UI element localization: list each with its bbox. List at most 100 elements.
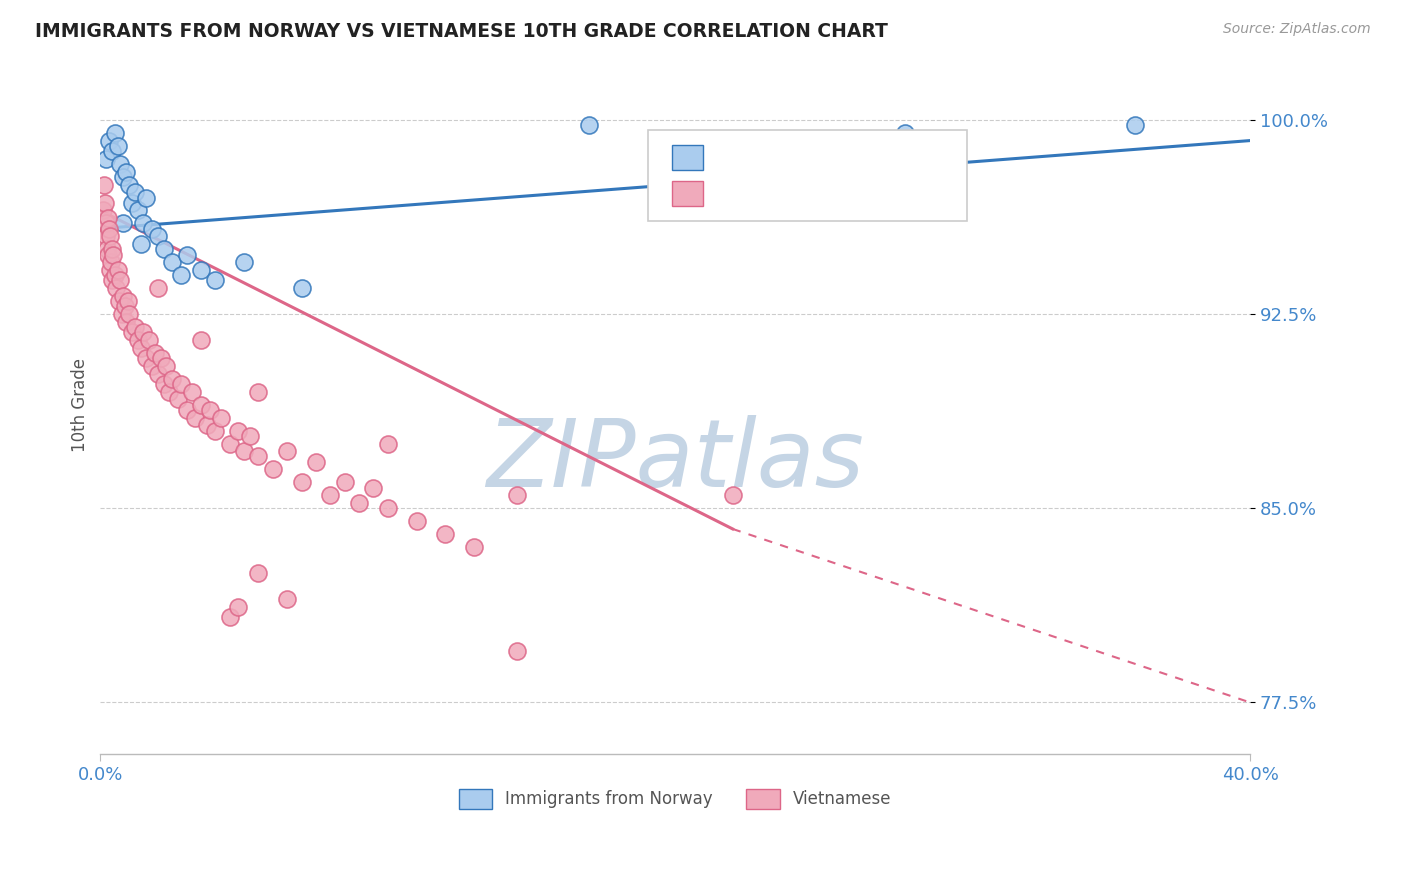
Point <box>405 514 427 528</box>
Point <box>146 229 169 244</box>
Point <box>181 384 204 399</box>
Point <box>97 247 120 261</box>
Point <box>233 255 256 269</box>
Point <box>157 384 180 399</box>
Point <box>721 488 744 502</box>
Point <box>247 566 270 580</box>
Point <box>290 281 312 295</box>
Point <box>110 273 132 287</box>
Point <box>226 424 249 438</box>
Point <box>101 144 124 158</box>
Point <box>100 229 122 244</box>
Point <box>184 410 207 425</box>
Point <box>190 263 212 277</box>
Point <box>124 186 146 200</box>
Point <box>204 273 226 287</box>
Point <box>290 475 312 490</box>
Text: ZIPatlas: ZIPatlas <box>486 415 865 506</box>
Point <box>262 462 284 476</box>
Point <box>319 488 342 502</box>
Point <box>112 289 135 303</box>
Point <box>98 134 121 148</box>
Point <box>101 273 124 287</box>
Point <box>114 299 136 313</box>
Point <box>170 376 193 391</box>
Point <box>218 436 240 450</box>
Point <box>167 392 190 407</box>
Point <box>463 540 485 554</box>
Point <box>94 229 117 244</box>
Point <box>333 475 356 490</box>
Point <box>239 429 262 443</box>
Point <box>129 237 152 252</box>
Point <box>93 178 115 192</box>
Point <box>124 320 146 334</box>
Point <box>146 281 169 295</box>
Point <box>198 402 221 417</box>
Point <box>91 203 114 218</box>
Point <box>121 325 143 339</box>
Point <box>434 527 457 541</box>
Point <box>98 221 121 235</box>
Point <box>101 243 124 257</box>
Legend: Immigrants from Norway, Vietnamese: Immigrants from Norway, Vietnamese <box>453 782 898 816</box>
Point <box>176 402 198 417</box>
Point <box>347 496 370 510</box>
Point <box>160 255 183 269</box>
Point <box>176 247 198 261</box>
Point <box>107 263 129 277</box>
Text: Source: ZipAtlas.com: Source: ZipAtlas.com <box>1223 22 1371 37</box>
Point <box>190 398 212 412</box>
Point <box>104 126 127 140</box>
Point <box>149 351 172 365</box>
Point <box>506 643 529 657</box>
Point <box>100 255 122 269</box>
Point <box>107 138 129 153</box>
Point <box>111 307 134 321</box>
Point <box>218 610 240 624</box>
Point <box>233 444 256 458</box>
Point <box>115 315 138 329</box>
Point <box>155 359 177 373</box>
Point <box>121 195 143 210</box>
Point <box>129 341 152 355</box>
Point <box>104 268 127 283</box>
Point <box>363 481 385 495</box>
Point <box>105 281 128 295</box>
Point <box>160 372 183 386</box>
Point <box>578 118 600 132</box>
Point <box>894 126 917 140</box>
Point <box>247 450 270 464</box>
Point <box>305 455 328 469</box>
Point <box>112 169 135 184</box>
Point <box>190 333 212 347</box>
Point <box>93 195 115 210</box>
Point <box>152 243 174 257</box>
Text: R = 0.442   N = 29: R = 0.442 N = 29 <box>717 149 875 167</box>
Point <box>117 294 139 309</box>
Point <box>96 211 118 226</box>
Point <box>226 599 249 614</box>
Point <box>276 444 298 458</box>
Text: IMMIGRANTS FROM NORWAY VS VIETNAMESE 10TH GRADE CORRELATION CHART: IMMIGRANTS FROM NORWAY VS VIETNAMESE 10T… <box>35 22 889 41</box>
Point <box>152 376 174 391</box>
Point <box>506 488 529 502</box>
Point <box>132 216 155 230</box>
Point <box>141 221 163 235</box>
Point <box>132 325 155 339</box>
Point <box>138 333 160 347</box>
Text: R = -0.371   N = 77: R = -0.371 N = 77 <box>717 185 880 202</box>
Point <box>209 410 232 425</box>
Point <box>247 384 270 399</box>
Point <box>110 157 132 171</box>
Point <box>112 216 135 230</box>
Point <box>135 351 157 365</box>
Point <box>135 190 157 204</box>
Point <box>170 268 193 283</box>
Point <box>204 424 226 438</box>
Point <box>146 367 169 381</box>
Point <box>96 243 118 257</box>
Point <box>118 307 141 321</box>
Point <box>94 216 117 230</box>
Point <box>127 203 149 218</box>
